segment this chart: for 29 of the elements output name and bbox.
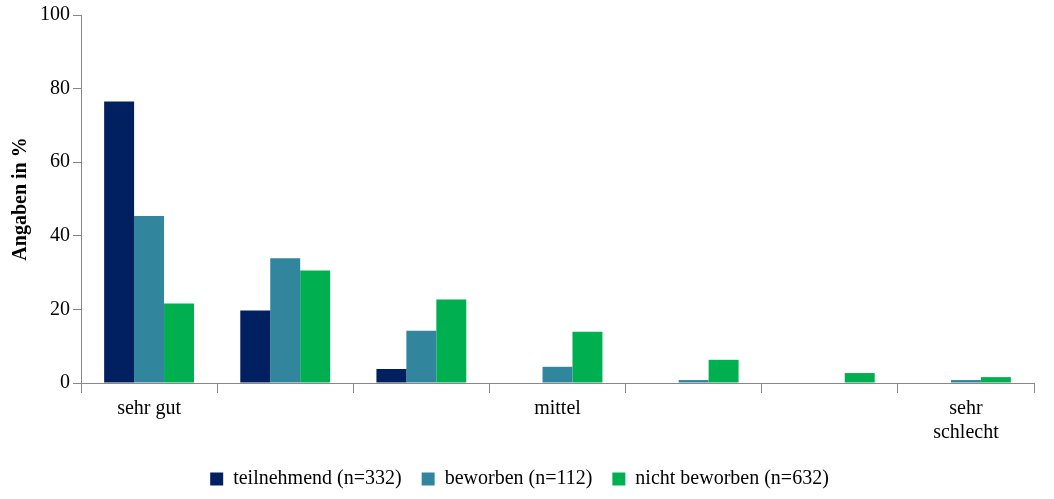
bar — [270, 258, 301, 383]
bar — [406, 330, 437, 383]
legend-label: beworben (n=112) — [444, 466, 593, 490]
bar — [436, 299, 467, 383]
bar — [240, 310, 271, 383]
y-tick-label: 100 — [40, 2, 70, 25]
bar — [708, 359, 739, 383]
bar — [164, 303, 194, 383]
bar — [376, 369, 407, 383]
legend-label: nicht beworben (n=632) — [635, 466, 829, 490]
x-tick-label: sehr schlecht — [933, 396, 1000, 443]
x-tick-label: sehr gut — [117, 396, 182, 420]
y-axis-title: Angaben in % — [8, 137, 32, 261]
x-tick-label: mittel — [534, 396, 582, 419]
bar — [844, 373, 875, 383]
bar — [300, 270, 331, 383]
y-tick-label: 60 — [50, 149, 70, 172]
y-tick-label: 80 — [50, 75, 70, 98]
bar — [678, 380, 709, 383]
legend-label: teilnehmend (n=332) — [233, 466, 402, 490]
bar — [950, 380, 981, 383]
bar — [542, 366, 573, 383]
y-tick-label: 40 — [50, 223, 70, 246]
bar — [572, 331, 603, 383]
bar — [104, 101, 135, 383]
y-tick-label: 0 — [60, 370, 70, 393]
y-tick-label: 20 — [50, 296, 70, 319]
bar — [134, 215, 165, 383]
bar — [980, 377, 1011, 383]
